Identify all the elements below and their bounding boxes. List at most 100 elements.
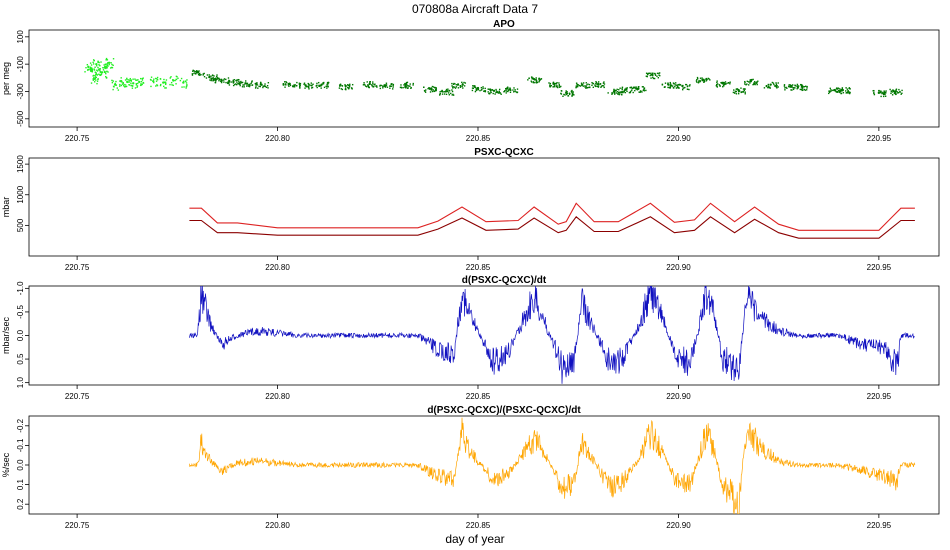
data-point-fill <box>105 66 108 69</box>
data-point-fill <box>682 87 684 89</box>
data-point-fill <box>259 82 262 85</box>
data-point-fill <box>451 94 453 96</box>
data-point-fill <box>137 79 139 81</box>
data-point <box>182 81 185 84</box>
x-tick-label: 220.95 <box>867 521 892 530</box>
data-point-fill <box>790 85 793 87</box>
data-point-fill <box>654 73 656 75</box>
data-point-fill <box>532 81 535 84</box>
data-point-fill <box>435 87 437 89</box>
data-point-fill <box>794 84 796 86</box>
data-point-fill <box>607 92 609 94</box>
data-point-fill <box>530 81 533 83</box>
panel-title: APO <box>493 19 515 30</box>
data-point-fill <box>801 87 804 89</box>
data-point-fill <box>403 84 405 86</box>
data-point-fill <box>340 84 342 86</box>
data-point-fill <box>193 72 195 75</box>
data-point-fill <box>767 85 770 87</box>
data-point-fill <box>896 91 898 93</box>
data-point-fill <box>218 78 221 81</box>
data-point-fill <box>505 89 507 91</box>
data-point-fill <box>445 93 448 96</box>
data-point-fill <box>645 89 647 92</box>
data-area <box>189 286 915 384</box>
data-point-fill <box>105 71 107 73</box>
data-point-fill <box>891 91 894 93</box>
data-point-fill <box>191 73 194 75</box>
data-point-fill <box>159 84 162 87</box>
data-point-fill <box>192 69 194 72</box>
data-point-fill <box>784 89 786 91</box>
data-point-fill <box>186 79 188 81</box>
data-point-fill <box>479 89 481 92</box>
data-point-fill <box>847 91 849 93</box>
data-point-fill <box>106 59 109 61</box>
data-point-fill <box>696 78 698 81</box>
data-point-fill <box>672 82 675 84</box>
data-point-fill <box>505 92 507 94</box>
data-point-fill <box>845 87 847 89</box>
data-point-fill <box>722 86 724 88</box>
data-point-fill <box>699 77 702 79</box>
data-point-fill <box>130 80 133 82</box>
data-point-fill <box>375 85 377 87</box>
data-point-fill <box>674 82 677 84</box>
data-point-fill <box>755 82 758 84</box>
y-tick-label: 0.0 <box>16 329 25 341</box>
data-point-fill <box>475 88 478 91</box>
data-point-fill <box>175 75 178 78</box>
data-point-fill <box>112 64 114 66</box>
data-point-fill <box>584 85 586 87</box>
data-point-fill <box>634 87 636 89</box>
data-point-fill <box>515 91 518 93</box>
data-point-fill <box>430 87 433 89</box>
data-point-fill <box>99 64 101 67</box>
data-point-fill <box>111 66 114 69</box>
data-point-fill <box>587 87 589 89</box>
data-point-fill <box>633 86 635 88</box>
data-point-fill <box>841 88 843 90</box>
data-point-fill <box>122 82 124 84</box>
data-point-fill <box>555 83 558 85</box>
data-point-fill <box>223 81 225 83</box>
data-point-fill <box>668 86 671 89</box>
data-point-fill <box>131 87 134 89</box>
data-point-fill <box>706 78 708 81</box>
data-point-fill <box>625 87 627 90</box>
data-point-fill <box>797 85 800 87</box>
data-point-fill <box>135 79 137 81</box>
data-point-fill <box>181 86 183 88</box>
data-point-fill <box>216 74 218 76</box>
data-point-fill <box>349 83 351 86</box>
data-point-fill <box>571 90 573 93</box>
data-point-fill <box>93 59 95 62</box>
data-point-fill <box>96 80 99 82</box>
data-point-fill <box>893 92 896 95</box>
data-point-fill <box>568 92 571 94</box>
data-point-fill <box>215 80 217 82</box>
data-point-fill <box>86 63 89 66</box>
data-point-fill <box>156 84 158 86</box>
data-point-fill <box>476 89 478 91</box>
data-point-fill <box>344 84 346 86</box>
data-point-fill <box>507 90 509 93</box>
data-point-fill <box>99 74 102 77</box>
data-point-fill <box>153 78 155 80</box>
data-point-fill <box>163 85 165 88</box>
data-point-fill <box>95 79 97 81</box>
data-point-fill <box>248 85 250 87</box>
data-point-fill <box>696 81 698 83</box>
data-point-fill <box>97 66 99 69</box>
data-point <box>87 65 90 69</box>
data-point-fill <box>556 81 558 84</box>
data-point-fill <box>137 82 139 85</box>
data-point-fill <box>549 84 551 86</box>
data-point-fill <box>120 84 123 87</box>
data-point-fill <box>202 74 204 76</box>
data-point-fill <box>368 86 370 89</box>
data-point-fill <box>435 89 437 92</box>
y-tick-label: -300 <box>16 83 25 100</box>
data-point-fill <box>494 93 496 95</box>
data-point-fill <box>197 71 199 74</box>
